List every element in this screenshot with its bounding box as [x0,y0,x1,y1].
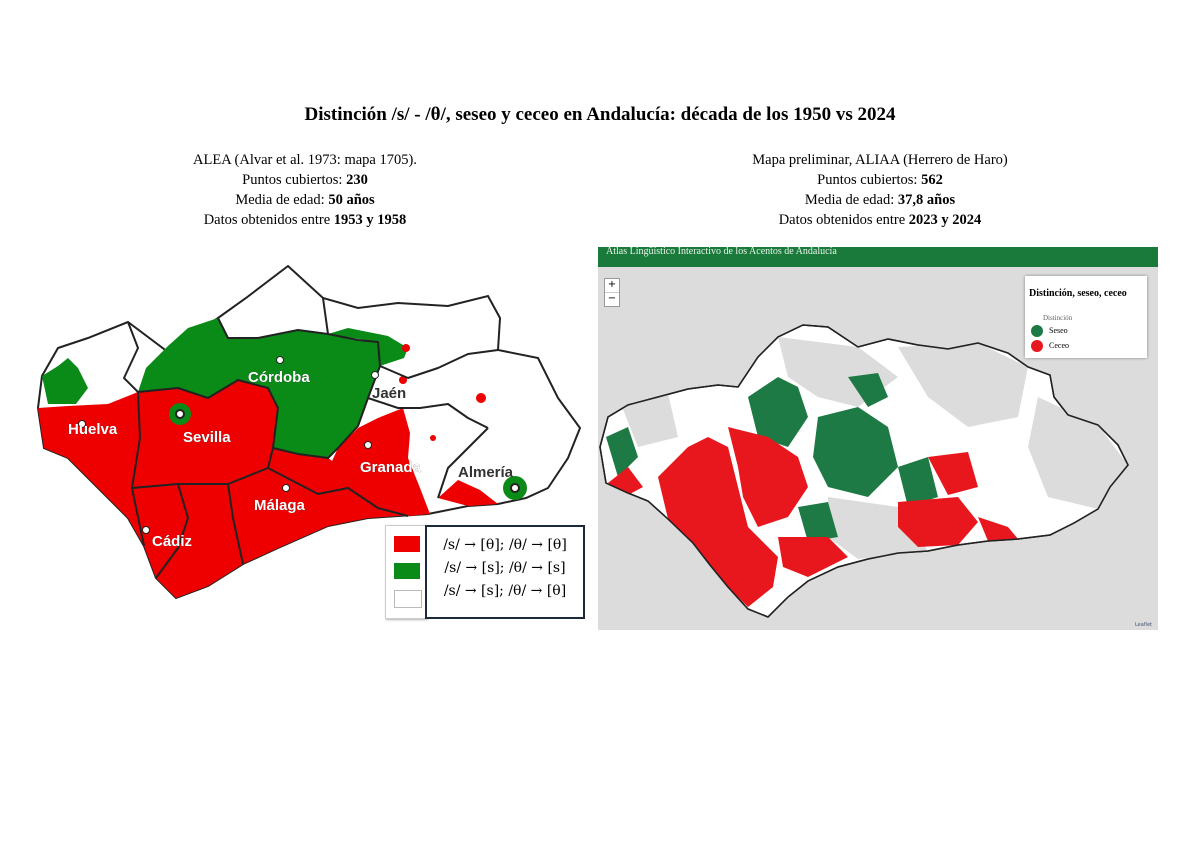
ceceo-region-almeria [438,480,498,506]
aliaa-legend-title: Distinción, seseo, ceceo [1029,288,1127,299]
legend-labels: /s/ → [θ]; /θ/ → [θ] /s/ → [s]; /θ/ → [s… [425,525,585,619]
legend-swatch-distincion [394,590,422,608]
legend-dot-seseo [1031,325,1043,337]
city-label-malaga: Málaga [254,497,306,514]
map-attribution[interactable]: Leaflet [1134,622,1152,628]
aliaa-header: Atlas Lingüístico Interactivo de los Ace… [598,247,1158,267]
ceceo-region-west [38,380,428,598]
seseo-region-huelva [42,358,88,404]
legend-label-seseo: /s/ → [s]; /θ/ → [s] [444,560,566,576]
city-markers [78,356,520,534]
legend-label-seseo-right: Seseo [1049,326,1068,335]
aliaa-map-canvas [599,324,1129,618]
city-label-sevilla: Sevilla [183,429,231,446]
left-points: Puntos cubiertos: 230 [242,172,368,188]
legend-label-ceceo-right: Ceceo [1049,341,1069,350]
left-dates: Datos obtenidos entre 1953 y 1958 [203,212,407,228]
city-label-cordoba: Córdoba [248,369,310,386]
aliaa-municipalities [606,337,1128,607]
caption-right: Mapa preliminar, ALIAA (Herrero de Haro)… [700,150,1060,230]
aliaa-legend-subtitle: Distinción [1043,314,1073,322]
aliaa-map[interactable]: Atlas Lingüístico Interactivo de los Ace… [598,247,1158,630]
seseo-region-jaen-strip [328,328,408,366]
zoom-out-button[interactable]: − [605,292,619,306]
ceceo-region-granada [328,408,430,516]
city-label-jaen: Jaén [372,385,406,402]
legend-dot-ceceo [1031,340,1043,352]
city-label-almeria: Almería [458,464,514,481]
city-label-granada: Granada [360,459,422,476]
right-age: Media de edad: 37,8 años [804,192,956,208]
legend-swatches [385,525,427,619]
zoom-control: + − [604,278,620,307]
alea-legend: /s/ → [θ]; /θ/ → [θ] /s/ → [s]; /θ/ → [s… [385,525,585,619]
legend-label-distincion: /s/ → [s]; /θ/ → [θ] [443,583,567,599]
zoom-in-button[interactable]: + [607,279,617,290]
aliaa-outline [599,324,1129,618]
ceceo-spot [476,393,486,403]
page-title: Distinción /s/ - /θ/, seseo y ceceo en A… [304,104,896,125]
ceceo-spot [399,376,407,384]
seseo-region-north [138,318,380,458]
city-label-cadiz: Cádiz [152,533,192,550]
city-label-huelva: Huelva [68,421,118,438]
aliaa-legend: Distinción, seseo, ceceo Distinción Sese… [1025,276,1147,358]
right-source: Mapa preliminar, ALIAA (Herrero de Haro) [752,152,1008,168]
province-borders [123,297,499,579]
legend-swatch-ceceo [394,536,420,552]
legend-label-ceceo: /s/ → [θ]; /θ/ → [θ] [443,537,567,553]
right-points: Puntos cubiertos: 562 [817,172,943,188]
right-dates: Datos obtenidos entre 2023 y 2024 [778,212,982,228]
legend-swatch-seseo [394,563,420,579]
alea-map: Huelva Sevilla Córdoba Jaén Granada Alme… [36,264,582,600]
left-age: Media de edad: 50 años [235,192,375,208]
ceceo-spot [430,435,436,441]
ceceo-spot [402,344,410,352]
left-source: ALEA (Alvar et al. 1973: mapa 1705). [193,152,417,168]
caption-left: ALEA (Alvar et al. 1973: mapa 1705). Pun… [130,150,480,230]
